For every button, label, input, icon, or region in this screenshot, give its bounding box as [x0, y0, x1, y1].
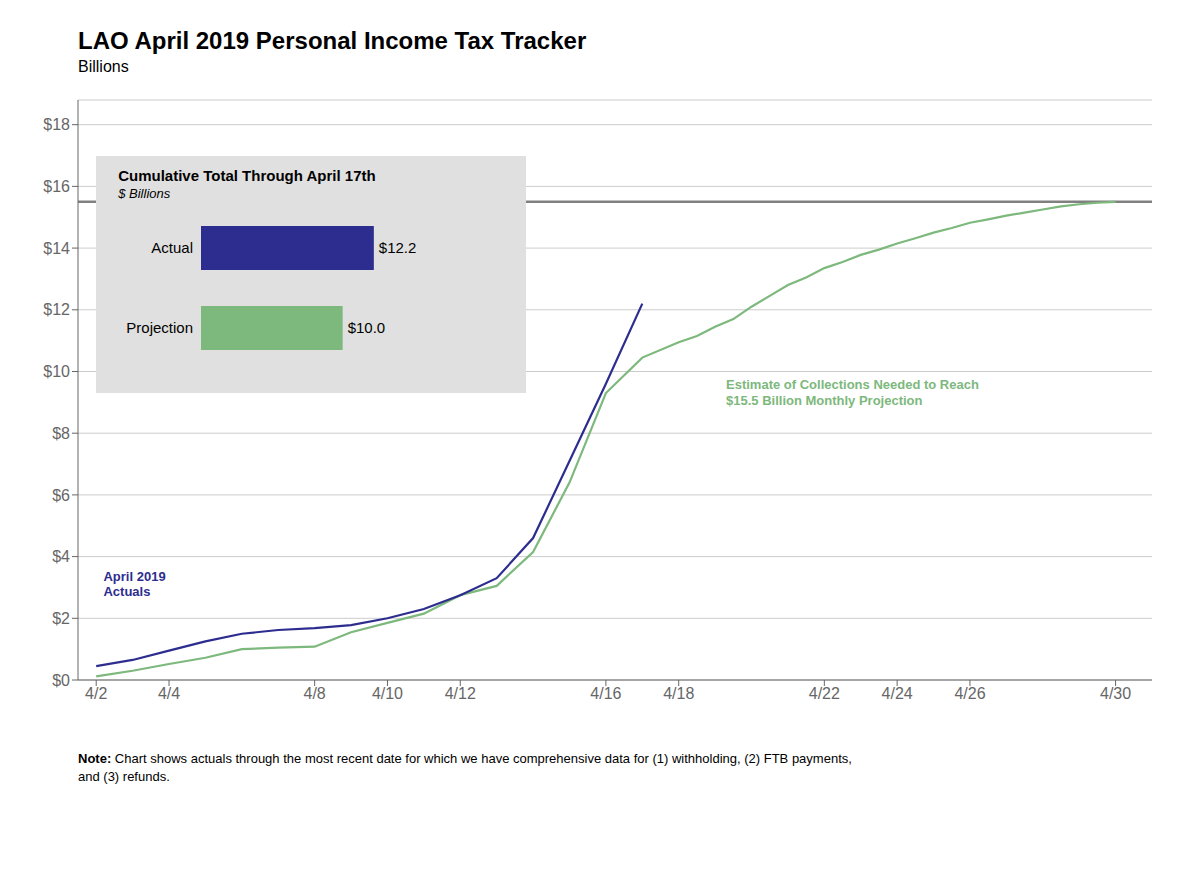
svg-text:$8: $8: [52, 425, 70, 442]
svg-text:$18: $18: [43, 116, 70, 133]
svg-text:April 2019Actuals: April 2019Actuals: [103, 569, 165, 600]
svg-text:$0: $0: [52, 672, 70, 689]
html-text:$ Billions: $ Billions: [118, 185, 171, 201]
html-text:LAO April 2019 Personal Income: LAO April 2019 Personal Income Tax Track…: [78, 27, 587, 54]
svg-text:4/16: 4/16: [590, 685, 621, 702]
svg-text:$2: $2: [52, 610, 70, 627]
html-text:Billions: Billions: [78, 58, 129, 75]
svg-text:$12: $12: [43, 301, 70, 318]
svg-text:$14: $14: [43, 240, 70, 257]
svg-text:Estimate of Collections Needed: Estimate of Collections Needed to Reach$…: [726, 377, 979, 408]
svg-text:$16: $16: [43, 178, 70, 195]
svg-text:4/18: 4/18: [663, 685, 694, 702]
svg-text:4/26: 4/26: [954, 685, 985, 702]
html-text:Cumulative Total Through April: Cumulative Total Through April 17th: [118, 166, 376, 184]
svg-text:$10: $10: [43, 363, 70, 380]
svg-text:$6: $6: [52, 487, 70, 504]
svg-text:4/4: 4/4: [158, 685, 180, 702]
svg-text:$4: $4: [52, 548, 70, 565]
svg-text:Actual: Actual: [152, 239, 194, 256]
svg-text:4/30: 4/30: [1100, 685, 1131, 702]
svg-text:4/24: 4/24: [882, 685, 913, 702]
svg-text:4/8: 4/8: [304, 685, 326, 702]
svg-text:Projection: Projection: [127, 319, 194, 336]
svg-text:4/2: 4/2: [85, 685, 107, 702]
svg-text:$10.0: $10.0: [348, 319, 386, 336]
svg-text:4/10: 4/10: [372, 685, 403, 702]
svg-text:4/12: 4/12: [445, 685, 476, 702]
html-text:Note: Chart shows actuals thro: Note: Chart shows actuals through the mo…: [78, 751, 852, 784]
svg-text:4/22: 4/22: [809, 685, 840, 702]
svg-text:$12.2: $12.2: [379, 239, 417, 256]
